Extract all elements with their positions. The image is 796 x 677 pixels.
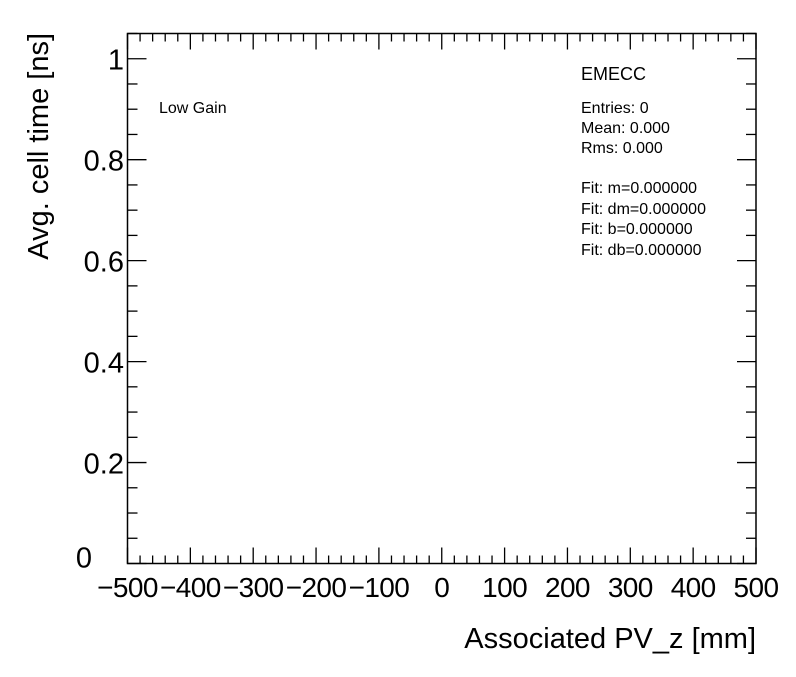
x-tick-label: 300 bbox=[608, 572, 653, 603]
stats-entries: Entries: 0 bbox=[581, 100, 649, 117]
x-tick-label: −400 bbox=[160, 572, 221, 603]
y-tick-label: 0 bbox=[76, 543, 92, 575]
x-tick-label: −100 bbox=[349, 572, 410, 603]
plot-frame bbox=[126, 32, 757, 565]
x-tick-label: 400 bbox=[671, 572, 716, 603]
tick-labels: −500 −400 −300 −200 −100 0 100 200 300 400 500 0 0.2… bbox=[76, 45, 779, 603]
y-tick-label: 0.8 bbox=[84, 146, 124, 178]
y-axis-label: Avg. cell time [ns] bbox=[23, 33, 55, 260]
fit-db: Fit: db=0.000000 bbox=[581, 242, 702, 259]
x-tick-label: 200 bbox=[545, 572, 590, 603]
fit-m: Fit: m=0.000000 bbox=[581, 180, 697, 197]
y-tick-label: 0.6 bbox=[84, 247, 124, 279]
y-tick-label: 0.2 bbox=[84, 449, 124, 481]
y-tick-label: 0.4 bbox=[84, 348, 124, 380]
gain-label: Low Gain bbox=[159, 100, 227, 117]
x-tick-label: −200 bbox=[286, 572, 347, 603]
x-tick-label: 0 bbox=[434, 572, 449, 603]
stats-title: EMECC bbox=[581, 64, 646, 84]
fit-b: Fit: b=0.000000 bbox=[581, 221, 693, 238]
x-axis-label: Associated PV_z [mm] bbox=[464, 623, 756, 655]
fit-dm: Fit: dm=0.000000 bbox=[581, 201, 706, 218]
y-tick-label: 1 bbox=[108, 45, 124, 77]
x-tick-label: −300 bbox=[223, 572, 284, 603]
x-tick-label: −500 bbox=[97, 572, 158, 603]
x-tick-label: 100 bbox=[482, 572, 527, 603]
stats-rms: Rms: 0.000 bbox=[581, 140, 663, 157]
stats-mean: Mean: 0.000 bbox=[581, 120, 670, 137]
x-tick-label: 500 bbox=[734, 572, 779, 603]
